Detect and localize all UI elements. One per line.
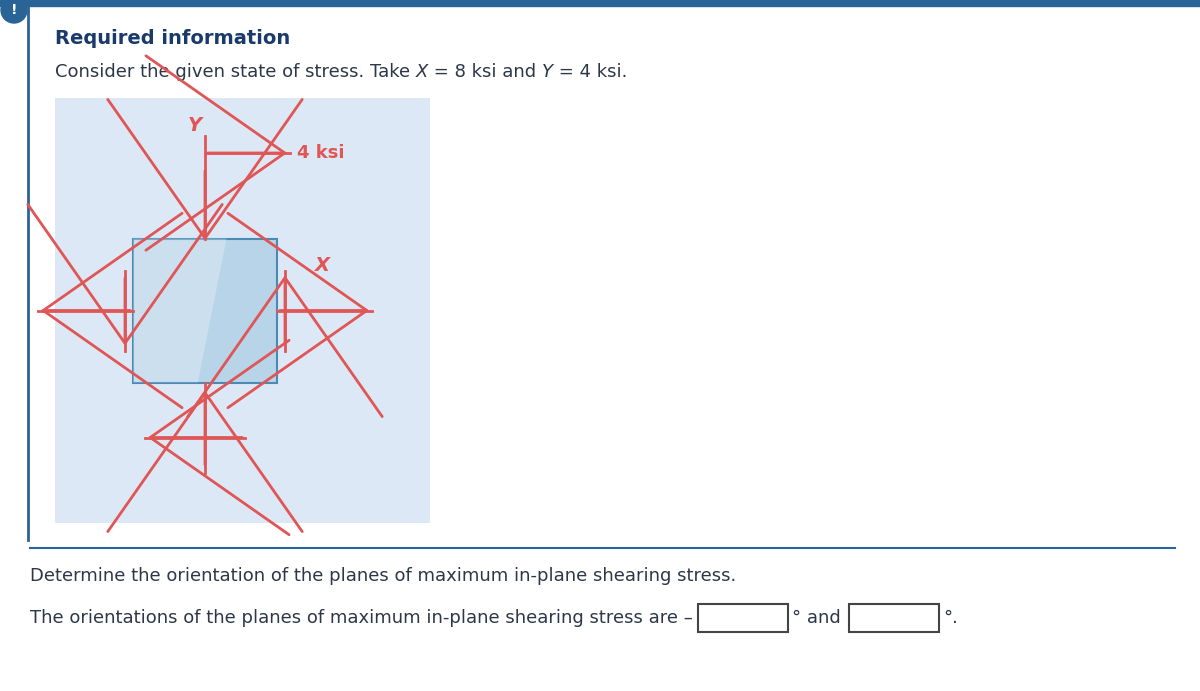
Text: °.: °.: [943, 609, 958, 627]
Text: Determine the orientation of the planes of maximum in-plane shearing stress.: Determine the orientation of the planes …: [30, 567, 737, 585]
Text: 4 ksi: 4 ksi: [298, 144, 344, 162]
Text: = 8 ksi and: = 8 ksi and: [428, 63, 542, 81]
Bar: [133, 238, 277, 383]
Text: Consider the given state of stress. Take: Consider the given state of stress. Take: [55, 63, 416, 81]
Text: X: X: [314, 256, 330, 275]
Text: X: X: [416, 63, 428, 81]
Polygon shape: [133, 238, 227, 383]
Text: Y: Y: [188, 116, 202, 135]
Text: The orientations of the planes of maximum in-plane shearing stress are –: The orientations of the planes of maximu…: [30, 609, 692, 627]
Text: Y: Y: [542, 63, 553, 81]
Text: Required information: Required information: [55, 28, 290, 48]
Circle shape: [1, 0, 28, 23]
Bar: [0, 0, 1200, 6]
Bar: [850, 604, 940, 632]
Bar: [697, 604, 787, 632]
Bar: [55, 98, 430, 523]
Text: = 4 ksi.: = 4 ksi.: [553, 63, 628, 81]
Text: ° and: ° and: [792, 609, 840, 627]
Text: !: !: [11, 3, 17, 17]
